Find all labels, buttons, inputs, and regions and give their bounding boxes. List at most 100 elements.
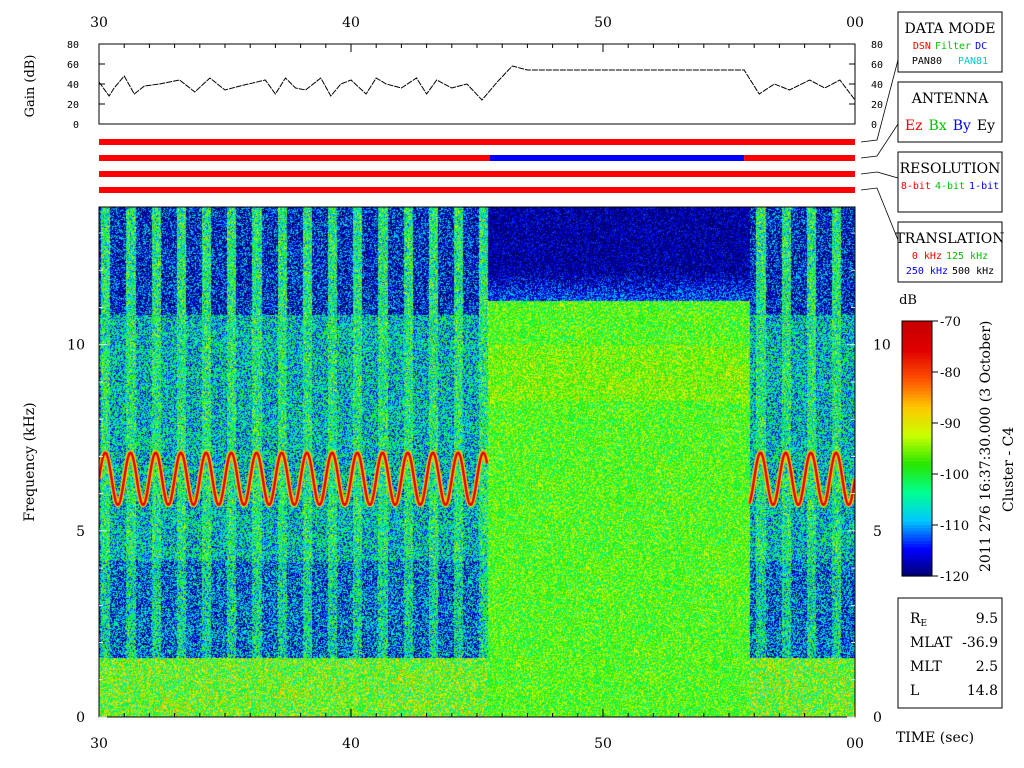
colorbar-cell <box>902 566 932 571</box>
colorbar-cell <box>902 336 932 341</box>
colorbar-cell <box>902 327 932 332</box>
orbit-label-1: MLAT <box>910 635 953 651</box>
x-tick-label-top: 30 <box>90 15 108 31</box>
legend-title-translation: TRANSLATION <box>895 231 1004 247</box>
y-axis-label: Frequency (kHz) <box>22 402 38 521</box>
colorbar-cell <box>902 512 932 517</box>
x-tick-label-top: 00 <box>846 15 864 31</box>
colorbar-cell <box>902 400 932 405</box>
spectrogram-image <box>99 207 855 717</box>
gain-tick-label-right: 80 <box>871 40 883 51</box>
legend-item-translation: 500 kHz <box>952 266 994 277</box>
colorbar-cell <box>902 362 932 367</box>
colorbar-cell <box>902 531 932 536</box>
colorbar-cell <box>902 553 932 558</box>
colorbar-cell <box>902 540 932 545</box>
colorbar: -70 -80 -90 -100 -110 -120 <box>901 315 969 585</box>
orbit-value-3: 14.8 <box>967 683 998 699</box>
colorbar-cell <box>902 509 932 513</box>
colorbar-cell <box>902 448 932 453</box>
colorbar-cell <box>902 321 932 325</box>
legend-item-data_mode: DSN <box>913 41 931 52</box>
status-bar-antenna <box>489 155 745 161</box>
legend-item-antenna: Ez <box>905 118 923 134</box>
status-bar-data-mode <box>99 139 855 145</box>
legend-row-translation: 250 kHz 500 kHz <box>906 266 994 277</box>
gain-panel <box>98 65 856 101</box>
x-tick-label-top: 40 <box>342 15 360 31</box>
colorbar-cell <box>902 330 932 335</box>
colorbar-cell <box>902 470 932 475</box>
colorbar-cell <box>902 502 932 507</box>
colorbar-cell <box>902 324 932 328</box>
legend-row-resolution: 8-bit 4-bit 1-bit <box>901 181 999 192</box>
legend-box-resolution <box>897 151 1003 213</box>
legend-item-resolution: 8-bit <box>901 181 931 192</box>
colorbar-cell <box>902 550 932 555</box>
colorbar-cell <box>902 525 932 529</box>
colorbar-tick-label: -100 <box>940 468 969 483</box>
colorbar-cell <box>902 560 932 564</box>
y-tick-label: 5 <box>76 524 85 540</box>
colorbar-cell <box>902 359 932 364</box>
legend-row-antenna: Ez Bx By Ey <box>905 118 995 134</box>
colorbar-cell <box>902 547 932 552</box>
colorbar-cell <box>902 493 932 497</box>
colorbar-cell <box>902 429 932 434</box>
legend-title-resolution: RESOLUTION <box>900 161 1001 177</box>
colorbar-cell <box>902 413 932 418</box>
colorbar-tick-label: -90 <box>940 417 961 432</box>
colorbar-cell <box>902 569 932 574</box>
colorbar-cell <box>902 499 932 504</box>
legend-box-antenna <box>897 81 1003 143</box>
spectrogram-plot <box>99 207 855 717</box>
chart-title-line-2: Cluster - C4 <box>1001 427 1017 512</box>
status-bars <box>99 139 855 193</box>
status-bar-translation <box>99 187 855 193</box>
legend-item-antenna: Bx <box>929 118 947 134</box>
colorbar-cell <box>902 349 932 354</box>
gain-axis-label: Gain (dB) <box>23 55 38 118</box>
colorbar-cell <box>902 505 932 510</box>
colorbar-frame <box>901 320 933 577</box>
gain-tick-label-right: 20 <box>871 100 883 111</box>
colorbar-cell <box>902 394 932 399</box>
colorbar-cell <box>902 477 932 481</box>
legend-connector <box>860 171 899 179</box>
legend-row-translation: 0 kHz 125 kHz <box>912 251 988 262</box>
colorbar-cell <box>902 426 932 430</box>
gain-tick-label-right: 0 <box>871 120 877 131</box>
colorbar-cell <box>902 372 932 376</box>
status-bar-resolution <box>99 171 855 177</box>
gain-tick-label: 40 <box>67 80 79 91</box>
colorbar-cell <box>902 474 932 478</box>
colorbar-cell <box>902 544 932 548</box>
y-tick-label: 0 <box>76 710 85 726</box>
y-tick-label-right: 10 <box>873 338 891 354</box>
colorbar-cell <box>902 486 932 491</box>
colorbar-tick-label: -80 <box>940 366 961 381</box>
colorbar-cell <box>902 423 932 427</box>
gain-frame <box>98 43 856 125</box>
legend-connector <box>860 123 899 159</box>
x-tick-label-bottom: 00 <box>846 736 864 752</box>
legend-row-data_mode: DSN Filter DC <box>913 41 987 52</box>
orbit-label-3: L <box>910 683 919 699</box>
colorbar-cell <box>902 563 932 568</box>
x-tick-label-bottom: 40 <box>342 736 360 752</box>
colorbar-cell <box>902 352 932 357</box>
colorbar-cell <box>902 480 932 485</box>
colorbar-cell <box>902 391 932 395</box>
colorbar-cell <box>902 556 932 561</box>
legend-item-data_mode: PAN81 <box>958 56 988 67</box>
colorbar-cell <box>902 572 932 577</box>
colorbar-cell <box>902 454 932 459</box>
colorbar-cell <box>902 356 932 360</box>
colorbar-cell <box>902 368 932 373</box>
colorbar-cell <box>902 435 932 440</box>
colorbar-cell <box>902 375 932 379</box>
colorbar-cell <box>902 537 932 542</box>
x-tick-label-bottom: 50 <box>594 736 612 752</box>
